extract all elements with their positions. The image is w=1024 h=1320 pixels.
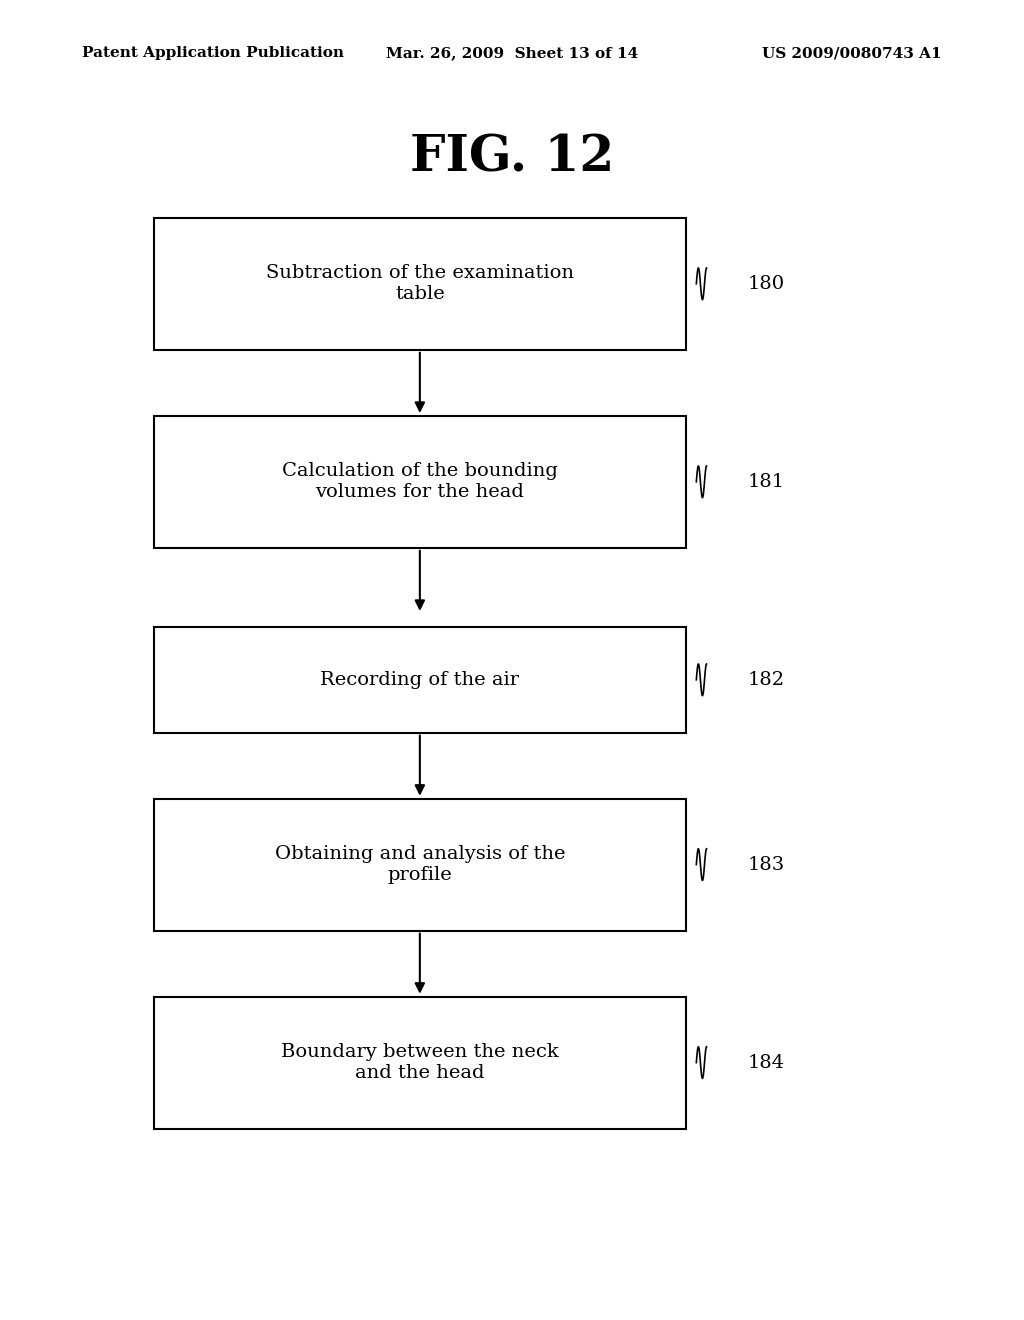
Text: 180: 180 bbox=[748, 275, 784, 293]
Text: Recording of the air: Recording of the air bbox=[321, 671, 519, 689]
Text: Mar. 26, 2009  Sheet 13 of 14: Mar. 26, 2009 Sheet 13 of 14 bbox=[386, 46, 638, 61]
Text: Obtaining and analysis of the
profile: Obtaining and analysis of the profile bbox=[274, 845, 565, 884]
Text: Boundary between the neck
and the head: Boundary between the neck and the head bbox=[281, 1043, 559, 1082]
FancyBboxPatch shape bbox=[154, 627, 686, 733]
Text: Calculation of the bounding
volumes for the head: Calculation of the bounding volumes for … bbox=[282, 462, 558, 502]
Text: FIG. 12: FIG. 12 bbox=[410, 133, 614, 183]
FancyBboxPatch shape bbox=[154, 416, 686, 548]
Text: 181: 181 bbox=[748, 473, 784, 491]
FancyBboxPatch shape bbox=[154, 997, 686, 1129]
Text: 182: 182 bbox=[748, 671, 784, 689]
Text: 183: 183 bbox=[748, 855, 784, 874]
FancyBboxPatch shape bbox=[154, 799, 686, 931]
Text: 184: 184 bbox=[748, 1053, 784, 1072]
Text: Subtraction of the examination
table: Subtraction of the examination table bbox=[266, 264, 573, 304]
Text: Patent Application Publication: Patent Application Publication bbox=[82, 46, 344, 61]
Text: US 2009/0080743 A1: US 2009/0080743 A1 bbox=[763, 46, 942, 61]
FancyBboxPatch shape bbox=[154, 218, 686, 350]
